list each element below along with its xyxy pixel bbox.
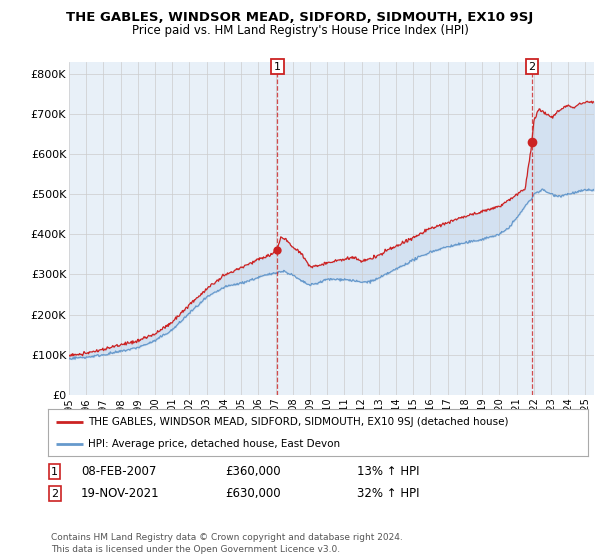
- Text: 32% ↑ HPI: 32% ↑ HPI: [357, 487, 419, 501]
- Text: £630,000: £630,000: [225, 487, 281, 501]
- Text: THE GABLES, WINDSOR MEAD, SIDFORD, SIDMOUTH, EX10 9SJ: THE GABLES, WINDSOR MEAD, SIDFORD, SIDMO…: [67, 11, 533, 24]
- Text: 2: 2: [529, 62, 536, 72]
- Text: 1: 1: [51, 466, 58, 477]
- Text: £360,000: £360,000: [225, 465, 281, 478]
- Text: 08-FEB-2007: 08-FEB-2007: [81, 465, 157, 478]
- Text: Price paid vs. HM Land Registry's House Price Index (HPI): Price paid vs. HM Land Registry's House …: [131, 24, 469, 36]
- Text: HPI: Average price, detached house, East Devon: HPI: Average price, detached house, East…: [89, 438, 341, 449]
- Text: 19-NOV-2021: 19-NOV-2021: [81, 487, 160, 501]
- Text: 1: 1: [274, 62, 281, 72]
- Text: THE GABLES, WINDSOR MEAD, SIDFORD, SIDMOUTH, EX10 9SJ (detached house): THE GABLES, WINDSOR MEAD, SIDFORD, SIDMO…: [89, 417, 509, 427]
- Text: Contains HM Land Registry data © Crown copyright and database right 2024.
This d: Contains HM Land Registry data © Crown c…: [51, 533, 403, 554]
- Text: 2: 2: [51, 489, 58, 499]
- Text: 13% ↑ HPI: 13% ↑ HPI: [357, 465, 419, 478]
